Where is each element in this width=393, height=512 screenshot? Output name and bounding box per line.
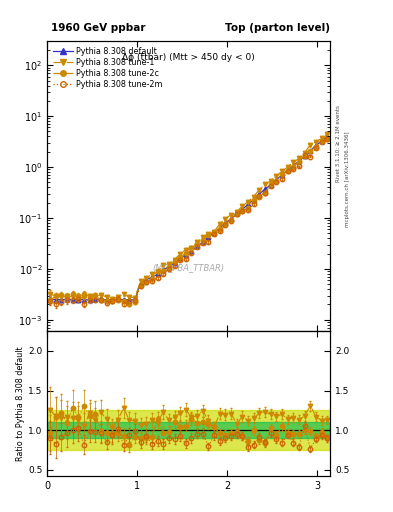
Legend: Pythia 8.308 default, Pythia 8.308 tune-1, Pythia 8.308 tune-2c, Pythia 8.308 tu: Pythia 8.308 default, Pythia 8.308 tune-…: [51, 45, 164, 90]
Bar: [47, 410, 330, 450]
Bar: [47, 422, 330, 438]
Text: (MC_FBA_TTBAR): (MC_FBA_TTBAR): [152, 263, 225, 272]
Text: mcplots.cern.ch [arXiv:1306.3436]: mcplots.cern.ch [arXiv:1306.3436]: [345, 132, 350, 227]
Text: Top (parton level): Top (parton level): [225, 23, 330, 33]
Text: Δϕ (t̅tbar) (Mtt > 450 dy < 0): Δϕ (t̅tbar) (Mtt > 450 dy < 0): [122, 53, 255, 61]
Text: 1960 GeV ppbar: 1960 GeV ppbar: [51, 23, 145, 33]
Y-axis label: Ratio to Pythia 8.308 default: Ratio to Pythia 8.308 default: [16, 346, 25, 461]
Text: Rivet 3.1.10; ≥ 2.1M events: Rivet 3.1.10; ≥ 2.1M events: [336, 105, 341, 182]
